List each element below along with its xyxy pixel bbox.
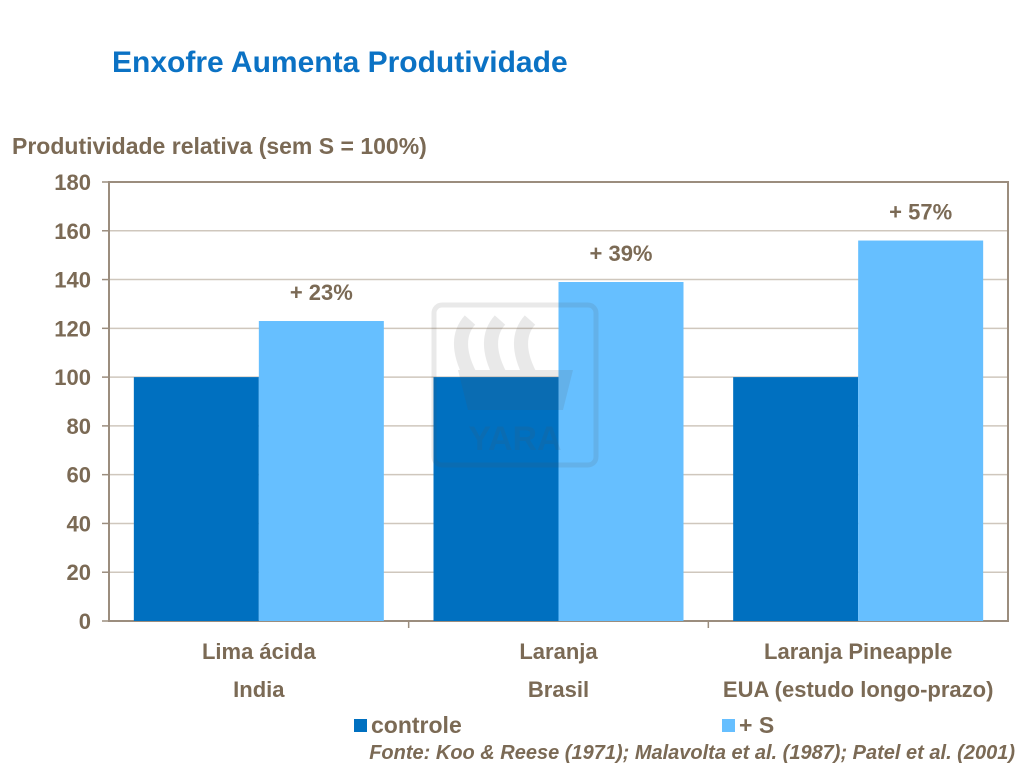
y-tick-label: 60 <box>67 463 91 488</box>
y-tick-label: 160 <box>54 219 91 244</box>
y-tick-label: 180 <box>54 170 91 195</box>
svg-text:YARA: YARA <box>468 420 561 458</box>
x-tick-label: India <box>233 677 285 702</box>
bar-controle <box>133 377 259 621</box>
source-note: Fonte: Koo & Reese (1971); Malavolta et … <box>369 742 1015 764</box>
data-label: + 57% <box>889 200 952 225</box>
y-tick-label: 20 <box>67 560 91 585</box>
data-label: + 39% <box>590 241 653 266</box>
y-tick-label: 40 <box>67 511 91 536</box>
data-label: + 23% <box>290 280 353 305</box>
chart-title: Enxofre Aumenta Produtividade <box>112 46 568 79</box>
legend-item-controle: controle <box>354 712 462 739</box>
x-tick-label: EUA (estudo longo-prazo) <box>723 677 994 702</box>
legend-item-s: + S <box>722 712 774 739</box>
y-tick-label: 80 <box>67 414 91 439</box>
bar-s <box>858 240 984 622</box>
legend-swatch <box>354 719 367 732</box>
y-tick-label: 0 <box>79 609 91 634</box>
y-axis-label: Produtividade relativa (sem S = 100%) <box>12 133 427 159</box>
x-tick-label: Lima ácida <box>202 639 316 664</box>
y-tick-label: 100 <box>54 365 91 390</box>
x-tick-label: Laranja Pineapple <box>764 639 952 664</box>
y-tick-label: 120 <box>54 316 91 341</box>
bar-controle <box>733 377 859 621</box>
bar-controle <box>433 377 559 621</box>
y-tick-label: 140 <box>54 268 91 293</box>
yara-logo-watermark: YARA <box>431 302 599 468</box>
x-tick-label: Laranja <box>519 639 598 664</box>
legend-label: + S <box>739 712 775 738</box>
x-tick-label: Brasil <box>528 677 589 702</box>
bar-s <box>258 321 384 621</box>
legend-label: controle <box>371 712 462 738</box>
bar-s <box>558 281 684 621</box>
legend-swatch <box>722 719 735 732</box>
